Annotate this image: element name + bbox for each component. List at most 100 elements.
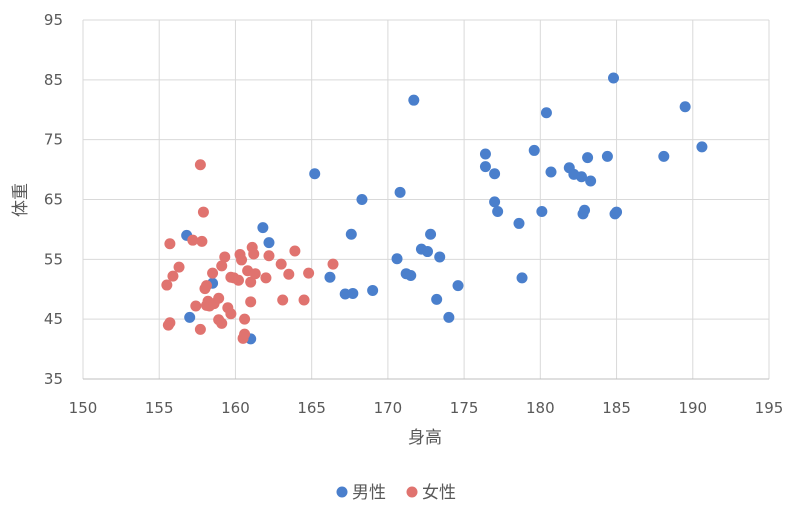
legend: 男性 女性 <box>336 483 456 503</box>
data-point <box>298 294 310 306</box>
y-tick-label: 35 <box>44 370 63 388</box>
data-point <box>658 150 670 162</box>
data-point <box>443 311 455 323</box>
legend-item: 女性 <box>406 483 456 503</box>
data-point <box>263 237 275 249</box>
data-point <box>216 260 228 272</box>
data-point <box>489 168 501 180</box>
data-point <box>184 311 196 323</box>
data-point <box>161 279 173 291</box>
data-point <box>173 261 185 273</box>
data-point <box>275 258 287 270</box>
data-point <box>347 287 359 299</box>
data-point <box>219 251 231 263</box>
data-point <box>207 267 219 279</box>
data-point <box>164 317 176 329</box>
data-point <box>249 268 261 280</box>
data-point <box>367 284 379 296</box>
x-tick-label: 150 <box>69 399 98 417</box>
data-point <box>187 234 199 246</box>
x-tick-label: 170 <box>374 399 403 417</box>
y-axis-title: 体重 <box>11 183 31 217</box>
data-points <box>161 72 708 345</box>
x-tick-label: 180 <box>526 399 555 417</box>
data-point <box>611 206 623 218</box>
legend-label: 男性 <box>352 483 386 503</box>
x-tick-label: 175 <box>450 399 479 417</box>
series-2 <box>161 159 339 344</box>
legend-label: 女性 <box>422 483 456 503</box>
data-point <box>345 228 357 240</box>
data-point <box>608 72 620 84</box>
data-point <box>356 194 368 205</box>
data-point <box>434 251 446 263</box>
legend-marker <box>406 486 418 498</box>
data-point <box>696 141 708 153</box>
data-point <box>213 292 225 304</box>
x-tick-label: 160 <box>221 399 250 417</box>
data-point <box>516 272 528 284</box>
x-tick-label: 165 <box>297 399 326 417</box>
data-point <box>536 205 548 217</box>
data-point <box>283 268 295 280</box>
x-tick-label: 185 <box>602 399 631 417</box>
data-point <box>327 258 339 270</box>
data-point <box>289 245 301 257</box>
gridlines <box>82 19 770 380</box>
data-point <box>167 270 179 282</box>
data-point <box>200 280 212 292</box>
data-point <box>601 150 613 162</box>
data-point <box>492 205 504 217</box>
data-point <box>431 293 443 305</box>
y-tick-label: 45 <box>44 310 63 328</box>
data-point <box>452 280 464 292</box>
data-point <box>190 300 202 312</box>
data-point <box>245 276 257 288</box>
data-point <box>263 250 275 262</box>
data-point <box>394 186 406 198</box>
data-point <box>545 166 557 178</box>
y-tick-label: 95 <box>44 11 63 29</box>
data-point <box>489 196 501 208</box>
x-tick-label: 190 <box>678 399 707 417</box>
data-point <box>540 107 552 119</box>
data-point <box>679 101 691 113</box>
data-point <box>575 171 587 183</box>
data-point <box>513 217 525 229</box>
data-point <box>582 152 594 164</box>
tick-labels: 35 45 55 65 75 85 95 150 155 160 165 170 175 180 185 19… <box>44 11 783 417</box>
data-point <box>260 272 272 284</box>
y-tick-label: 75 <box>44 131 63 149</box>
x-axis-title: 身高 <box>408 428 442 448</box>
data-point <box>257 222 269 234</box>
data-point <box>232 274 244 286</box>
data-point <box>303 267 315 279</box>
y-tick-label: 55 <box>44 250 63 268</box>
data-point <box>585 175 597 187</box>
x-tick-label: 155 <box>145 399 174 417</box>
data-point <box>425 228 437 240</box>
data-point <box>194 323 206 335</box>
data-point <box>528 144 540 156</box>
data-point <box>324 271 336 283</box>
data-point <box>194 159 206 171</box>
data-point <box>248 248 260 260</box>
data-point <box>277 294 289 306</box>
legend-marker <box>336 486 348 498</box>
data-point <box>309 168 321 180</box>
y-tick-label: 85 <box>44 71 63 89</box>
data-point <box>408 94 420 106</box>
data-point <box>164 238 176 250</box>
data-point <box>579 204 591 216</box>
data-point <box>422 246 434 258</box>
data-point <box>225 308 237 320</box>
legend-item: 男性 <box>336 483 386 503</box>
data-point <box>239 313 251 325</box>
x-tick-label: 195 <box>755 399 784 417</box>
data-point <box>479 161 491 173</box>
series-1 <box>181 72 708 345</box>
data-point <box>479 148 491 160</box>
data-point <box>245 296 257 308</box>
data-point <box>216 317 228 329</box>
